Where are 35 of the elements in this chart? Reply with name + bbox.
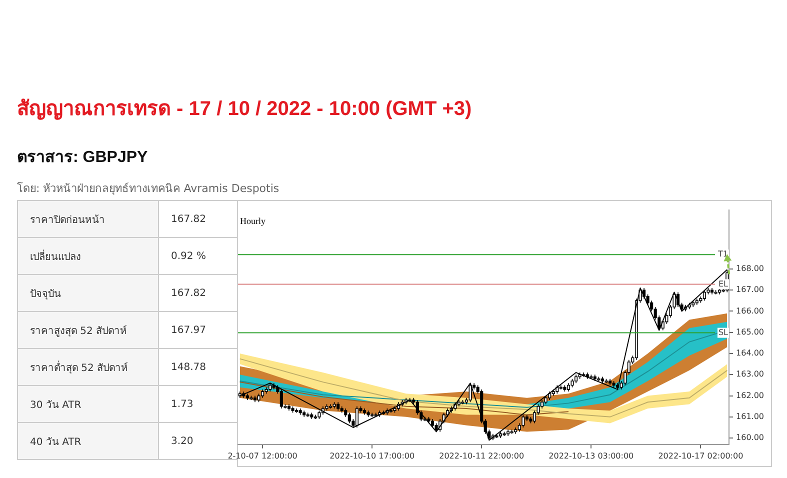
text: 167.97 bbox=[171, 324, 206, 336]
text: 0.92 % bbox=[171, 250, 206, 262]
text: 1.73 bbox=[171, 398, 194, 410]
text: 167.82 bbox=[171, 214, 206, 224]
category-label: 30 วัน ATR bbox=[18, 386, 158, 422]
category-label: ราคาสูงสุด 52 สัปดาห์ bbox=[18, 312, 158, 348]
y-tick-label: 167.00 bbox=[736, 285, 764, 294]
x-tick-label: 2022-10-10 17:00:00 bbox=[330, 451, 415, 460]
y-tick-label: 165.00 bbox=[736, 327, 764, 336]
y-tick-label: 166.00 bbox=[736, 306, 764, 316]
y-tick-label: 164.00 bbox=[736, 348, 764, 358]
category-label: ราคาปิดก่อนหน้า bbox=[18, 200, 158, 238]
category-label: ราคาต่ำสุด 52 สัปดาห์ bbox=[18, 348, 158, 386]
category-label: ปัจจุบัน bbox=[18, 274, 158, 312]
ref-line-label: EL bbox=[718, 279, 729, 288]
annotation: Hourly bbox=[240, 216, 266, 226]
text: โดย: หัวหน้าฝ่ายกลยุทธ์ทางเทคนิค Avramis Despotis bbox=[17, 181, 280, 197]
ref-line-label: T1 bbox=[717, 250, 728, 259]
x-tick-label: 2022-10-11 22:00:00 bbox=[439, 451, 524, 460]
y-tick-label: 160.00 bbox=[736, 433, 764, 442]
x-tick-label: 2022-10-13 03:00:00 bbox=[548, 451, 634, 460]
text: 148.78 bbox=[171, 362, 206, 372]
text: 167.82 bbox=[171, 288, 206, 298]
y-tick-label: 161.00 bbox=[736, 412, 764, 421]
y-tick-label: 168.00 bbox=[736, 264, 764, 274]
text: สัญญาณการเทรด - 17 / 10 / 2022 - 10:00 (GMT +3) bbox=[17, 97, 473, 122]
text: 3.20 bbox=[171, 436, 194, 446]
y-tick-label: 163.00 bbox=[736, 370, 764, 379]
x-tick-label: 2022-10-17 02:00:00 bbox=[658, 451, 744, 460]
text: ตราสาร: GBPJPY bbox=[17, 148, 149, 168]
ref-line-label: SL bbox=[718, 328, 729, 337]
y-tick-label: 162.00 bbox=[736, 390, 764, 400]
category-label: เปลี่ยนแปลง bbox=[18, 238, 158, 274]
category-label: 40 วัน ATR bbox=[18, 422, 158, 460]
x-tick-label: 2-10-07 12:00:00 bbox=[228, 451, 298, 460]
